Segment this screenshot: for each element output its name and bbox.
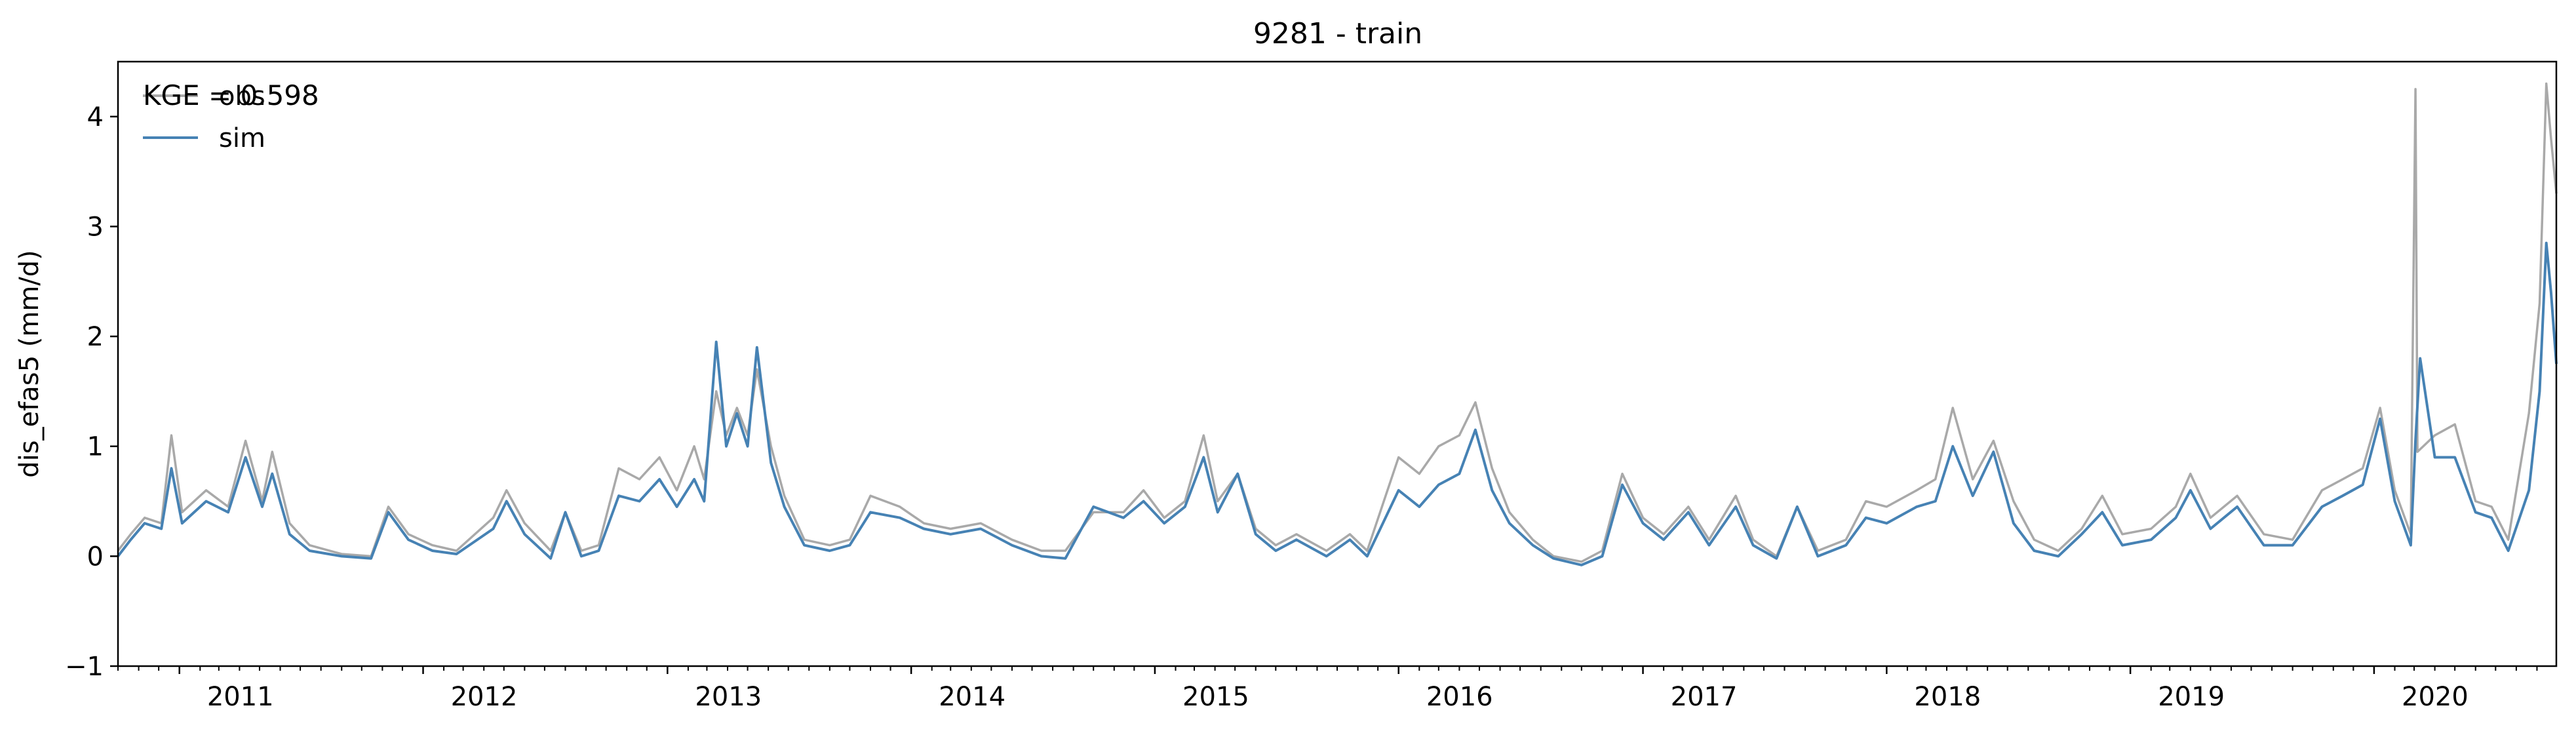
- x-tick-label: 2016: [1426, 682, 1493, 712]
- y-tick-label: 0: [87, 542, 104, 572]
- x-axis: 2011 2012 2013 2014 2015 2016 2017 2018 2019 2020: [117, 666, 2538, 712]
- legend-label-obs: obs: [219, 81, 265, 111]
- y-tick-label: 3: [87, 212, 104, 242]
- x-tick-label: 2018: [1914, 682, 1981, 712]
- x-tick-label: 2013: [695, 682, 762, 712]
- y-tick-label: 1: [87, 432, 104, 462]
- y-tick-label: −1: [65, 652, 104, 682]
- x-tick-label: 2015: [1182, 682, 1249, 712]
- x-tick-label: 2014: [939, 682, 1005, 712]
- x-tick-label: 2017: [1671, 682, 1738, 712]
- plot-area-frame: [117, 60, 2558, 667]
- series-line-obs: [117, 82, 2558, 563]
- y-axis-label-group: dis_efas5 (mm/d): [14, 250, 45, 478]
- y-tick-label: 4: [87, 102, 104, 132]
- series-line-sim: [117, 241, 2558, 566]
- x-tick-label: 2019: [2158, 682, 2225, 712]
- series-layer: [117, 82, 2558, 566]
- x-tick-label: 2020: [2402, 682, 2469, 712]
- legend: obs sim: [143, 81, 265, 153]
- y-axis: −1 0 1 2 3 4: [65, 102, 118, 682]
- legend-label-sim: sim: [219, 123, 265, 153]
- x-tick-label: 2012: [451, 682, 518, 712]
- y-axis-label: dis_efas5 (mm/d): [14, 250, 45, 478]
- kge-annotation: KGE = 0.598: [143, 79, 319, 111]
- y-tick-label: 2: [87, 322, 104, 352]
- chart-title: 9281 - train: [1253, 17, 1422, 50]
- x-tick-label: 2011: [207, 682, 274, 712]
